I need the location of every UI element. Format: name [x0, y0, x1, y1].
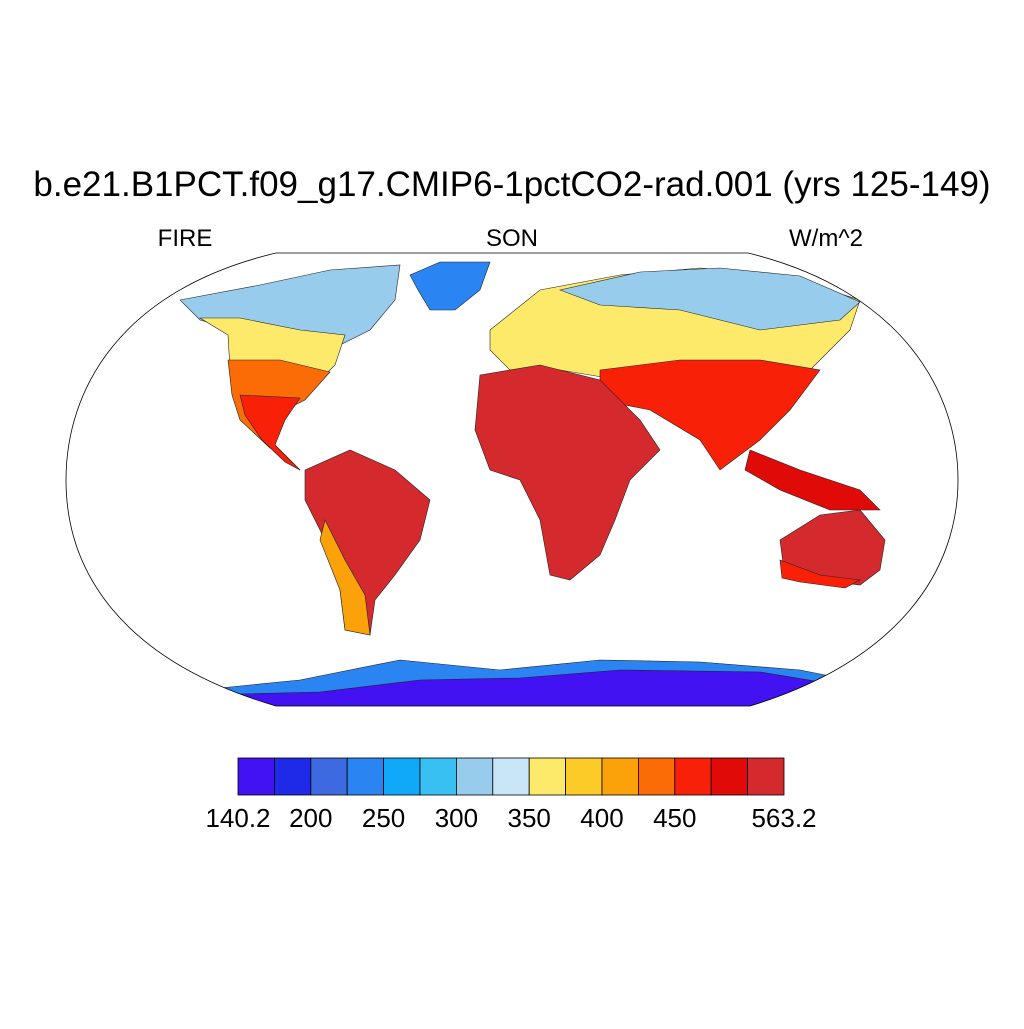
maritime-asia: [744, 449, 881, 511]
center-label: SON: [486, 225, 538, 252]
colorbar-label: 200: [289, 803, 332, 833]
africa: [474, 364, 661, 581]
central-america: [239, 394, 301, 471]
colorbar-box: [310, 757, 348, 796]
land: [179, 261, 901, 706]
colorbar-box: [492, 757, 530, 796]
colorbar-label: 140.2: [205, 803, 270, 833]
colorbar-box: [528, 757, 567, 796]
antarctica: [199, 669, 901, 706]
colorbar-box: [674, 757, 712, 796]
south-america-andes: [319, 519, 371, 636]
colorbar-box: [455, 757, 494, 796]
colorbar-label: 450: [653, 803, 696, 833]
south-asia: [599, 359, 821, 471]
colorbar-label: 563.2: [751, 803, 816, 833]
right-label: W/m^2: [789, 225, 863, 252]
colorbar-box: [346, 757, 385, 796]
left-label: FIRE: [158, 225, 213, 252]
australia-south: [779, 559, 861, 589]
colorbar-label: 250: [362, 803, 405, 833]
colorbar-box: [419, 757, 457, 796]
colorbar-box: [237, 757, 275, 796]
colorbar-label: 300: [435, 803, 478, 833]
colorbar-label: 350: [508, 803, 551, 833]
eurasia-north: [558, 267, 861, 331]
colorbar-label: 400: [580, 803, 623, 833]
greenland: [409, 261, 491, 311]
colorbar-box: [565, 757, 603, 796]
colorbar-box: [638, 757, 676, 796]
title: b.e21.B1PCT.f09_g17.CMIP6-1pctCO2-rad.00…: [33, 165, 990, 204]
colorbar-box: [383, 757, 421, 796]
map: [65, 252, 959, 707]
colorbar-box: [601, 757, 639, 796]
colorbar-box: [747, 757, 785, 796]
colorbar: 140.2 200 250 300 350 400 450 563.2: [205, 757, 817, 833]
colorbar-box: [710, 757, 749, 796]
colorbar-box: [273, 757, 312, 796]
map-outline: [65, 252, 959, 707]
